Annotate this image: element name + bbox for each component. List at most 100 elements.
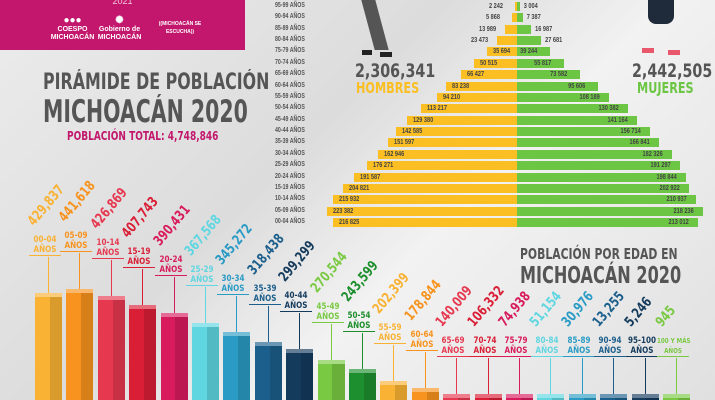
women-bar xyxy=(517,138,659,148)
men-bar xyxy=(460,70,517,80)
women-bar xyxy=(517,13,524,23)
age-unit: AÑOS xyxy=(378,333,402,344)
women-value: 39 244 xyxy=(520,48,538,56)
men-bar xyxy=(515,2,517,11)
men-bar xyxy=(446,81,517,91)
men-value: 113 217 xyxy=(426,105,447,113)
women-value: 108 189 xyxy=(579,93,600,101)
bar xyxy=(35,292,62,400)
age-label: 05-09 AÑOS xyxy=(275,206,305,214)
woman-illustration xyxy=(640,0,690,58)
bar-leader-line xyxy=(79,253,81,290)
men-bar xyxy=(367,161,517,171)
men-value: 50 515 xyxy=(480,59,498,67)
page-subtitle: MICHOACÁN 2020 xyxy=(43,94,248,130)
bar xyxy=(66,289,94,400)
age-label: 70-74 AÑOS xyxy=(468,336,501,357)
men-bar xyxy=(342,183,517,193)
age-label: 15-19 AÑOS xyxy=(275,183,305,191)
age-range: 35-39 xyxy=(253,284,277,295)
men-value: 13 989 xyxy=(479,25,497,33)
value-label: 51,154 xyxy=(527,288,566,330)
men-bar xyxy=(420,104,517,114)
men-value: 162 946 xyxy=(384,150,405,158)
bar xyxy=(317,359,345,400)
age-label: 00-04 AÑOS xyxy=(29,235,61,256)
age-unit: AÑOS xyxy=(567,346,591,356)
men-value: 83 238 xyxy=(452,82,470,90)
value-label: 945 xyxy=(652,302,680,330)
age-label: 35-39 AÑOS xyxy=(248,284,281,306)
age-label: 60-64 AÑOS xyxy=(405,330,438,352)
age-label: 85-89 AÑOS xyxy=(562,336,595,357)
bar xyxy=(474,394,502,400)
bar-leader-line xyxy=(110,260,112,297)
bar xyxy=(663,394,690,400)
age-unit: AÑOS xyxy=(221,283,245,294)
age-unit: AÑOS xyxy=(96,248,120,259)
age-unit: AÑOS xyxy=(664,347,682,355)
men-value: 66 427 xyxy=(466,71,484,79)
age-label: 50-54 AÑOS xyxy=(343,311,375,332)
age-range: 10-14 xyxy=(96,238,120,249)
age-label: 60-64 AÑOS xyxy=(275,81,305,89)
age-unit: AÑOS xyxy=(33,244,57,255)
men-value: 142 585 xyxy=(401,128,423,136)
age-label: 15-19 AÑOS xyxy=(123,247,156,269)
age-label: 45-49 AÑOS xyxy=(311,302,344,323)
age-unit: AÑOS xyxy=(598,346,622,356)
bar-leader-line xyxy=(299,313,301,350)
age-range: 70-74 xyxy=(473,336,497,346)
bar xyxy=(568,394,596,400)
age-range: 80-84 xyxy=(535,336,559,346)
bar-leader-line xyxy=(205,286,206,323)
bar-leader-line xyxy=(362,332,363,369)
women-total: 2,442,505 xyxy=(632,60,713,82)
women-value: 73 582 xyxy=(549,71,567,79)
age-label: 75-79 AÑOS xyxy=(500,336,532,357)
bar-leader-line xyxy=(330,323,332,360)
age-range: 65-69 xyxy=(441,336,465,346)
women-value: 156 714 xyxy=(620,128,641,136)
women-bar xyxy=(517,149,672,159)
women-value: 3 004 xyxy=(523,3,538,10)
women-value: 198 844 xyxy=(656,173,677,181)
men-bar xyxy=(388,138,517,148)
women-value: 55 817 xyxy=(534,59,552,67)
men-value: 94 210 xyxy=(442,93,461,101)
se-escucha-logo: ((MICHOACÁN SE ESCUCHA)) xyxy=(158,21,202,35)
bar xyxy=(537,394,565,400)
age-range: 00-04 xyxy=(33,234,57,245)
age-range: 85-89 xyxy=(567,336,591,346)
age-label: 75-79 AÑOS xyxy=(275,47,305,55)
women-bar xyxy=(517,2,520,11)
men-bar xyxy=(474,58,517,68)
gobierno-logo: ✺ Gobierno de MICHOACÁN xyxy=(97,15,142,42)
age-label: 30-34 AÑOS xyxy=(217,273,250,295)
bar xyxy=(506,394,533,400)
age-range: 90-94 xyxy=(598,336,622,346)
age-label: 85-89 AÑOS xyxy=(275,24,305,32)
bar-leader-line xyxy=(48,256,49,293)
men-bar xyxy=(378,149,517,159)
age-label: 80-84 AÑOS xyxy=(531,336,564,357)
men-value: 216 825 xyxy=(338,219,359,227)
men-bar xyxy=(512,13,517,23)
age-label: 35-39 AÑOS xyxy=(275,138,305,146)
age-range: 30-34 xyxy=(221,273,245,284)
age-unit: AÑOS xyxy=(127,257,151,268)
women-value: 130 382 xyxy=(598,105,619,113)
men-bar xyxy=(407,115,517,125)
age-label: 70-74 AÑOS xyxy=(275,58,305,66)
women-value: 213 012 xyxy=(668,219,689,227)
women-bar xyxy=(517,47,551,57)
bar-leader-line xyxy=(456,358,458,394)
value-label: 429,837 xyxy=(24,181,68,229)
women-value: 95 606 xyxy=(568,82,586,90)
bar xyxy=(192,322,219,400)
age-range: 50-54 xyxy=(347,310,371,321)
women-value: 218 236 xyxy=(673,207,694,215)
age-unit: AÑOS xyxy=(284,301,308,312)
men-value: 215 932 xyxy=(339,196,360,204)
men-value: 191 587 xyxy=(360,173,381,181)
